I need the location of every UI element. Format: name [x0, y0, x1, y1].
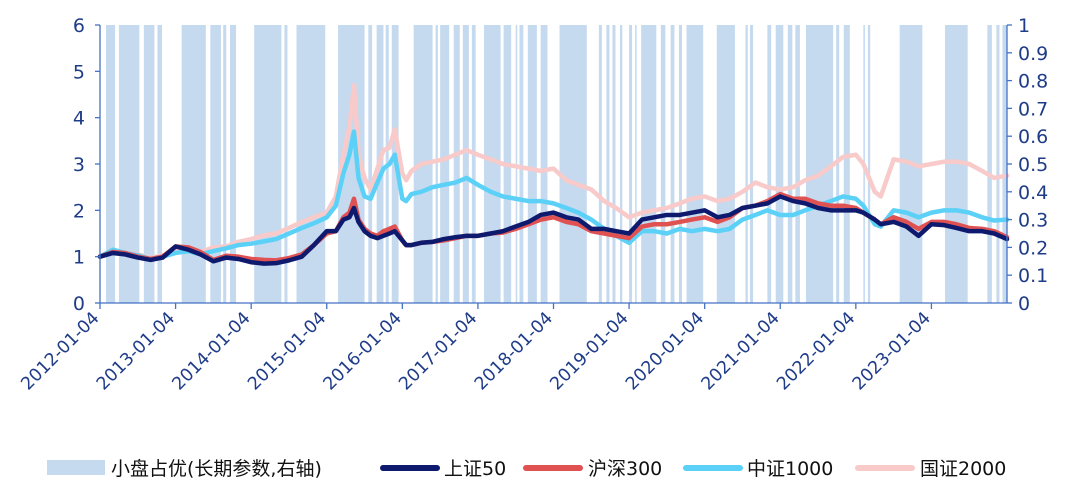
regime-band-12	[368, 25, 372, 303]
regime-band-45	[788, 25, 793, 303]
regime-band-36	[661, 25, 666, 303]
regime-band-6	[223, 25, 226, 303]
y-left-tick-label-6: 6	[73, 15, 85, 37]
regime-band-25	[519, 25, 523, 303]
legend-label-regime: 小盘占优(长期参数,右轴)	[111, 458, 322, 480]
regime-band-34	[635, 25, 637, 303]
regime-band-4	[182, 25, 206, 303]
y-right-tick-label-6: 0.6	[1018, 126, 1048, 148]
regime-band-7	[230, 25, 236, 303]
y-right-tick-label-0: 0	[1018, 293, 1030, 315]
regime-band-56	[1002, 25, 1007, 303]
regime-band-17	[436, 25, 438, 303]
legend-swatch-regime	[47, 460, 105, 475]
legend-label-1: 上证50	[444, 458, 506, 480]
regime-band-32	[620, 25, 622, 303]
y-right-tick-label-5: 0.5	[1018, 154, 1048, 176]
x-tick-label-4: 2016-01-04	[320, 308, 406, 394]
x-tick-label-3: 2015-01-04	[244, 308, 330, 394]
regime-band-44	[776, 25, 784, 303]
regime-band-21	[472, 25, 476, 303]
legend: 小盘占优(长期参数,右轴) 上证50 沪深300 中证1000 国证2000	[47, 458, 1006, 480]
regime-band-30	[606, 25, 609, 303]
y-left-tick-label-4: 4	[73, 108, 85, 130]
x-tick-label-5: 2017-01-04	[395, 308, 481, 394]
regime-band-3	[157, 25, 162, 303]
regime-band-24	[516, 25, 518, 303]
regime-band-49	[844, 25, 850, 303]
legend-label-3: 中证1000	[747, 458, 833, 480]
y-left-tick-label-1: 1	[73, 247, 85, 269]
regime-band-42	[750, 25, 753, 303]
regime-band-27	[541, 25, 548, 303]
regime-band-41	[745, 25, 747, 303]
x-tick-label-2: 2014-01-04	[169, 308, 255, 394]
regime-band-35	[641, 25, 656, 303]
x-tick-label-10: 2022-01-04	[773, 308, 859, 394]
x-tick-label-8: 2020-01-04	[622, 308, 708, 394]
y-right-tick-label-1: 0.1	[1018, 265, 1048, 287]
y-left-tick-label-3: 3	[73, 154, 85, 176]
y-right-tick-label-2: 0.2	[1018, 237, 1048, 259]
x-tick-label-6: 2018-01-04	[471, 308, 557, 394]
regime-band-28	[560, 25, 587, 303]
y-left-tick-label-2: 2	[73, 200, 85, 222]
y-right-tick-label-7: 0.7	[1018, 98, 1048, 120]
x-tick-label-11: 2023-01-04	[849, 308, 935, 394]
x-tick-label-9: 2021-01-04	[698, 308, 784, 394]
y-right-tick-label-8: 0.8	[1018, 71, 1048, 93]
y-right-tick-label-10: 1	[1018, 15, 1030, 37]
regime-band-29	[599, 25, 602, 303]
regime-band-19	[454, 25, 460, 303]
regime-band-47	[806, 25, 833, 303]
regime-band-55	[996, 25, 999, 303]
regime-band-20	[463, 25, 469, 303]
y-right-tick-label-4: 0.4	[1018, 182, 1048, 204]
regime-band-39	[687, 25, 704, 303]
x-tick-label-0: 2012-01-04	[17, 308, 103, 394]
regime-band-37	[671, 25, 675, 303]
y-left-tick-label-5: 5	[73, 61, 85, 83]
regime-band-40	[717, 25, 735, 303]
regime-band-54	[987, 25, 992, 303]
y-right-tick-label-9: 0.9	[1018, 43, 1048, 65]
regime-band-38	[679, 25, 682, 303]
regime-band-1	[119, 25, 139, 303]
regime-band-0	[106, 25, 115, 303]
regime-band-33	[629, 25, 632, 303]
regime-band-10	[297, 25, 326, 303]
legend-label-4: 国证2000	[920, 458, 1006, 480]
regime-band-26	[528, 25, 537, 303]
y-left-tick-label-0: 0	[73, 293, 85, 315]
regime-band-51	[868, 25, 870, 303]
x-tick-label-7: 2019-01-04	[547, 308, 633, 394]
regime-band-31	[612, 25, 615, 303]
legend-label-2: 沪深300	[588, 458, 662, 480]
x-tick-label-1: 2013-01-04	[93, 308, 179, 394]
regime-band-46	[795, 25, 800, 303]
regime-band-18	[440, 25, 449, 303]
regime-band-43	[767, 25, 771, 303]
y-right-tick-label-3: 0.3	[1018, 210, 1048, 232]
